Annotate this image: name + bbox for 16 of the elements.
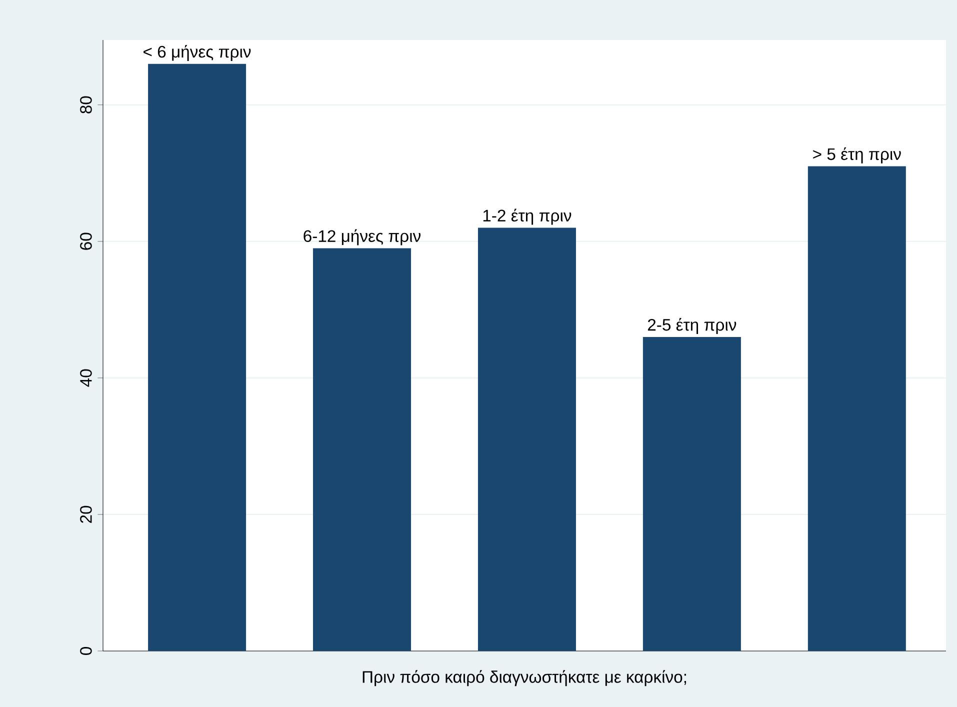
x-axis-title: Πριν πόσο καιρό διαγνωστήκατε με καρκίνο; [362,670,686,686]
y-tick-label: 80 [80,96,92,114]
bar [478,228,576,651]
x-tick-label: 1-2 έτη πριν [483,208,572,225]
y-tick-label: 60 [80,232,92,250]
bar [313,248,412,651]
bar [642,336,741,651]
y-tick-label: 40 [80,369,92,387]
x-tick-label: 6-12 μήνες πριν [304,229,420,246]
y-tick-label: 0 [80,647,92,655]
x-tick-label: < 6 μήνες πριν [144,44,251,61]
bar [808,166,906,651]
x-tick-label: 2-5 έτη πριν [648,318,736,334]
y-tick-label: 20 [80,506,92,523]
x-tick-label: > 5 έτη πριν [813,147,901,164]
bar [148,64,246,651]
